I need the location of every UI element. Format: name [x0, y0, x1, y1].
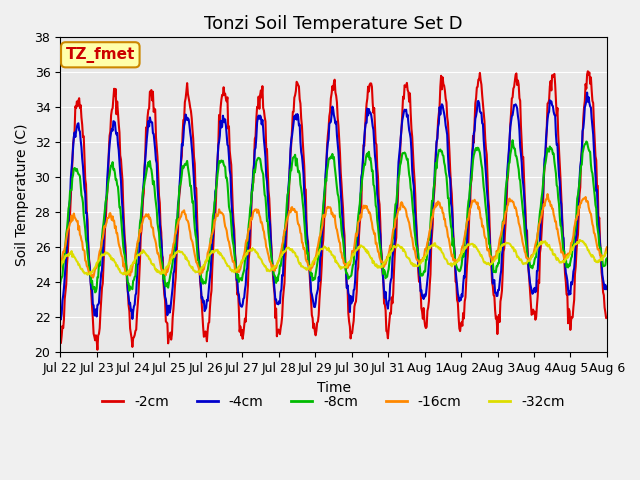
Legend: -2cm, -4cm, -8cm, -16cm, -32cm: -2cm, -4cm, -8cm, -16cm, -32cm	[97, 389, 570, 415]
Y-axis label: Soil Temperature (C): Soil Temperature (C)	[15, 123, 29, 266]
Title: Tonzi Soil Temperature Set D: Tonzi Soil Temperature Set D	[204, 15, 463, 33]
Text: TZ_fmet: TZ_fmet	[66, 47, 135, 63]
X-axis label: Time: Time	[317, 381, 351, 395]
